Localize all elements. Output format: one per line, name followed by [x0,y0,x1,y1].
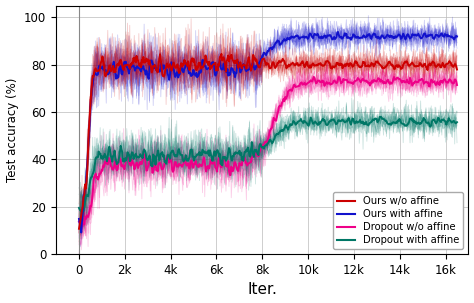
X-axis label: Iter.: Iter. [247,282,277,298]
Legend: Ours w/o affine, Ours with affine, Dropout w/o affine, Dropout with affine: Ours w/o affine, Ours with affine, Dropo… [333,192,464,249]
Y-axis label: Test accuracy (%): Test accuracy (%) [6,78,18,182]
